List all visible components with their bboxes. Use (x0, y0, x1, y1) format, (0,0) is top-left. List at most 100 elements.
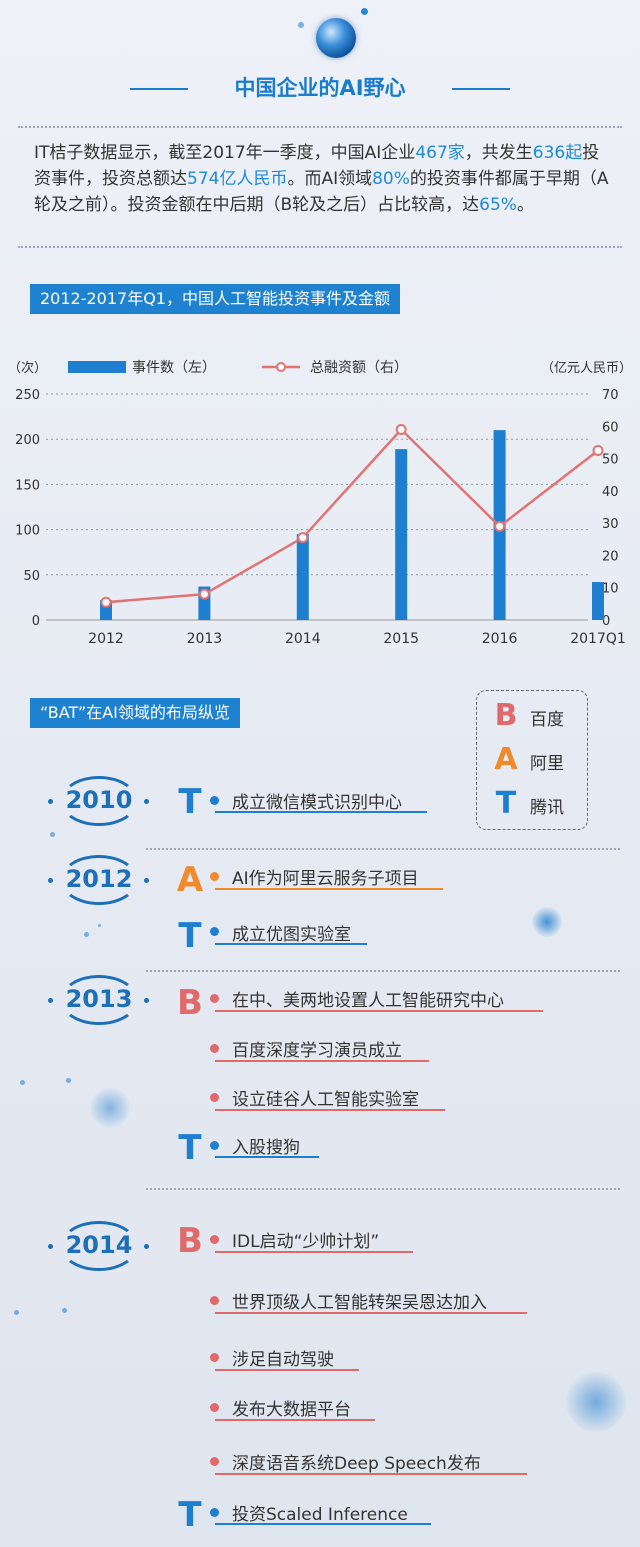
year-dot (48, 799, 53, 804)
event-bullet (210, 1457, 219, 1466)
title-rule-left (130, 88, 188, 90)
decor-dot (66, 1078, 71, 1083)
tencent-letter-icon: T (178, 916, 202, 956)
baidu-letter-icon: B (494, 698, 518, 733)
point-financing-2014 (297, 532, 309, 544)
x-tick-label: 2015 (383, 631, 419, 647)
right-tick-label: 70 (602, 388, 619, 403)
year-dot (48, 1244, 53, 1249)
year-dot (144, 878, 149, 883)
line-financing (105, 427, 599, 604)
event-underline (215, 1369, 359, 1371)
right-tick-label: 60 (602, 420, 619, 435)
left-tick-label: 100 (15, 524, 40, 539)
right-tick-label: 20 (602, 549, 619, 564)
event-underline (215, 1473, 527, 1475)
tencent-legend-label: 腾讯 (530, 798, 564, 818)
decor-dot (14, 1310, 19, 1315)
year-badge-2010 (60, 776, 138, 826)
event-bullet (210, 927, 219, 936)
tencent-letter-icon: T (178, 782, 202, 822)
left-tick-label: 200 (15, 433, 40, 448)
year-dot (48, 878, 53, 883)
tencent-letter-icon: T (178, 1128, 202, 1168)
decor-dot (98, 924, 101, 927)
x-tick-label: 2016 (482, 631, 518, 647)
event-text: 成立微信模式识别中心 (232, 793, 402, 813)
timeline-divider (146, 848, 620, 850)
event-text: 深度语音系统Deep Speech发布 (232, 1454, 481, 1474)
legend-bar-label: 事件数（左） (132, 360, 216, 376)
event-underline (215, 1312, 527, 1314)
legend-line-label: 总融资额（右） (310, 360, 408, 376)
event-underline (215, 888, 443, 890)
year-badge-2013 (60, 975, 138, 1025)
intro-paragraph: IT桔子数据显示，截至2017年一季度，中国AI企业467家，共发生636起投资… (34, 143, 609, 215)
event-underline (215, 943, 367, 945)
event-underline (215, 1010, 543, 1012)
baidu-letter-icon: B (177, 1221, 203, 1261)
baidu-legend-label: 百度 (530, 710, 564, 730)
legend-line-marker (276, 362, 286, 372)
title-rule-right (452, 88, 510, 90)
baidu-letter-icon: B (177, 983, 203, 1023)
ali-letter-icon: A (494, 742, 518, 777)
point-financing-2013 (198, 588, 210, 600)
x-tick-label: 2017Q1 (570, 631, 626, 647)
right-tick-label: 10 (602, 582, 619, 597)
globe-icon (316, 18, 356, 58)
x-tick-label: 2013 (187, 631, 223, 647)
left-tick-label: 0 (32, 614, 40, 629)
right-axis-unit: （亿元人民币） (541, 361, 632, 376)
decor-bokeh (90, 1088, 130, 1128)
timeline-divider (146, 1188, 620, 1190)
event-text: 涉足自动驾驶 (232, 1350, 334, 1370)
event-bullet (210, 994, 219, 1003)
year-dot (144, 799, 149, 804)
event-text: AI作为阿里云服务子项目 (232, 869, 419, 889)
event-underline (215, 1060, 429, 1062)
event-bullet (210, 1296, 219, 1305)
decor-dot (84, 932, 89, 937)
event-bullet (210, 1235, 219, 1244)
event-underline (215, 1523, 431, 1525)
year-label: 2010 (65, 786, 133, 814)
point-financing-2012 (100, 596, 112, 608)
event-underline (215, 1419, 375, 1421)
intro-divider-top (18, 126, 622, 128)
tencent-letter-icon: T (178, 1495, 202, 1535)
page-title: 中国企业的AI野心 (234, 76, 406, 100)
event-bullet (210, 1141, 219, 1150)
bat-section-label: “BAT”在AI领域的布局纵览 (30, 698, 240, 728)
decor-dot (298, 22, 304, 28)
bar-events-2014 (296, 534, 309, 620)
event-text: 发布大数据平台 (232, 1400, 351, 1420)
intro-divider-bottom (18, 246, 622, 248)
ali-letter-icon: A (176, 860, 204, 900)
event-text: 百度深度学习演员成立 (232, 1041, 402, 1061)
event-underline (215, 1109, 445, 1111)
event-underline (215, 1156, 319, 1158)
decor-bokeh (566, 1372, 626, 1432)
event-bullet (210, 1508, 219, 1517)
decor-dot (361, 8, 368, 15)
investment-chart: （次） （亿元人民币） 事件数（左） 总融资额（右） 0501001502002… (8, 360, 632, 647)
ali-legend-label: 阿里 (530, 754, 564, 774)
decor-bokeh (532, 907, 562, 937)
event-bullet (210, 796, 219, 805)
x-tick-label: 2012 (88, 631, 124, 647)
event-underline (215, 811, 427, 813)
bat-legend (476, 690, 588, 830)
year-dot (48, 998, 53, 1003)
year-label: 2012 (65, 865, 133, 893)
event-bullet (210, 1403, 219, 1412)
left-axis-unit: （次） (8, 360, 47, 376)
left-tick-label: 50 (23, 569, 40, 584)
event-text: 世界顶级人工智能转架吴恩达加入 (232, 1293, 487, 1313)
right-tick-label: 30 (602, 517, 619, 532)
decor-dot (62, 1308, 67, 1313)
bar-events-2015 (395, 449, 408, 620)
year-dot (144, 998, 149, 1003)
event-text: 设立硅谷人工智能实验室 (232, 1090, 419, 1110)
left-tick-label: 250 (15, 388, 40, 403)
